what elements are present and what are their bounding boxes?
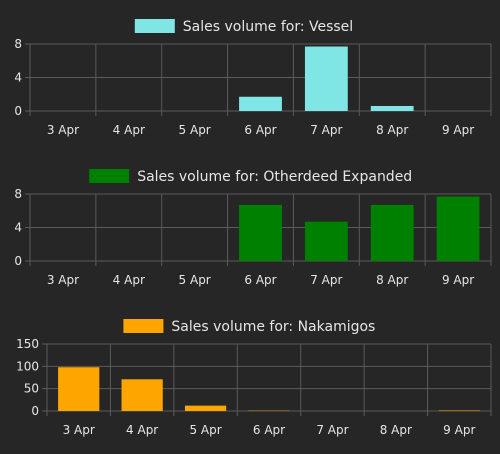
x-tick-label: 5 Apr <box>179 273 211 287</box>
x-tick-label: 6 Apr <box>244 273 276 287</box>
bar-7-apr <box>305 47 348 111</box>
y-tick-label: 0 <box>31 404 39 418</box>
x-tick-label: 5 Apr <box>179 123 211 137</box>
bar-3-apr <box>58 367 99 411</box>
bar-5-apr <box>185 406 226 411</box>
chart-1: Sales volume for: Vessel 0 4 8 3 Apr 4 Apr 5 A… <box>14 19 491 137</box>
chart-3: Sales volume for: Nakamigos 0 50 100 150 3 Ap… <box>16 319 491 437</box>
legend-label: Sales volume for: Vessel <box>183 19 353 35</box>
x-tick-label: 6 Apr <box>244 123 276 137</box>
x-tick-label: 4 Apr <box>113 273 145 287</box>
x-tick-label: 9 Apr <box>443 423 475 437</box>
bar-4-apr <box>122 379 163 411</box>
x-tick-label: 7 Apr <box>310 273 342 287</box>
x-tick-label: 4 Apr <box>113 123 145 137</box>
x-tick-label: 5 Apr <box>189 423 221 437</box>
x-tick-label: 8 Apr <box>376 123 408 137</box>
bar-9-apr <box>437 197 480 261</box>
y-tick-label: 0 <box>14 254 22 268</box>
x-tick-label: 3 Apr <box>47 273 79 287</box>
x-tick-label: 4 Apr <box>126 423 158 437</box>
legend-swatch <box>89 169 129 183</box>
legend-swatch <box>123 319 163 333</box>
bar-8-apr <box>371 106 414 111</box>
bar-6-apr <box>239 97 282 111</box>
y-tick-label: 0 <box>14 104 22 118</box>
y-tick-label: 8 <box>14 187 22 201</box>
bar-9-apr <box>439 410 480 411</box>
y-tick-label: 150 <box>16 337 39 351</box>
y-tick-label: 4 <box>14 221 22 235</box>
chart-2: Sales volume for: Otherdeed Expanded 0 4 8 3… <box>14 169 491 287</box>
bar-6-apr <box>239 205 282 261</box>
y-tick-label: 8 <box>14 37 22 51</box>
legend-swatch <box>135 19 175 33</box>
x-tick-label: 7 Apr <box>316 423 348 437</box>
x-tick-label: 7 Apr <box>310 123 342 137</box>
legend-label: Sales volume for: Otherdeed Expanded <box>137 169 412 185</box>
x-tick-label: 9 Apr <box>442 123 474 137</box>
legend-label: Sales volume for: Nakamigos <box>171 319 375 335</box>
x-tick-label: 3 Apr <box>47 123 79 137</box>
y-tick-label: 4 <box>14 71 22 85</box>
x-tick-label: 8 Apr <box>380 423 412 437</box>
x-tick-label: 9 Apr <box>442 273 474 287</box>
x-tick-label: 3 Apr <box>63 423 95 437</box>
bar-8-apr <box>371 205 414 261</box>
x-tick-label: 8 Apr <box>376 273 408 287</box>
bar-7-apr <box>305 222 348 261</box>
y-tick-label: 100 <box>16 359 39 373</box>
y-tick-label: 50 <box>24 382 39 396</box>
x-tick-label: 6 Apr <box>253 423 285 437</box>
